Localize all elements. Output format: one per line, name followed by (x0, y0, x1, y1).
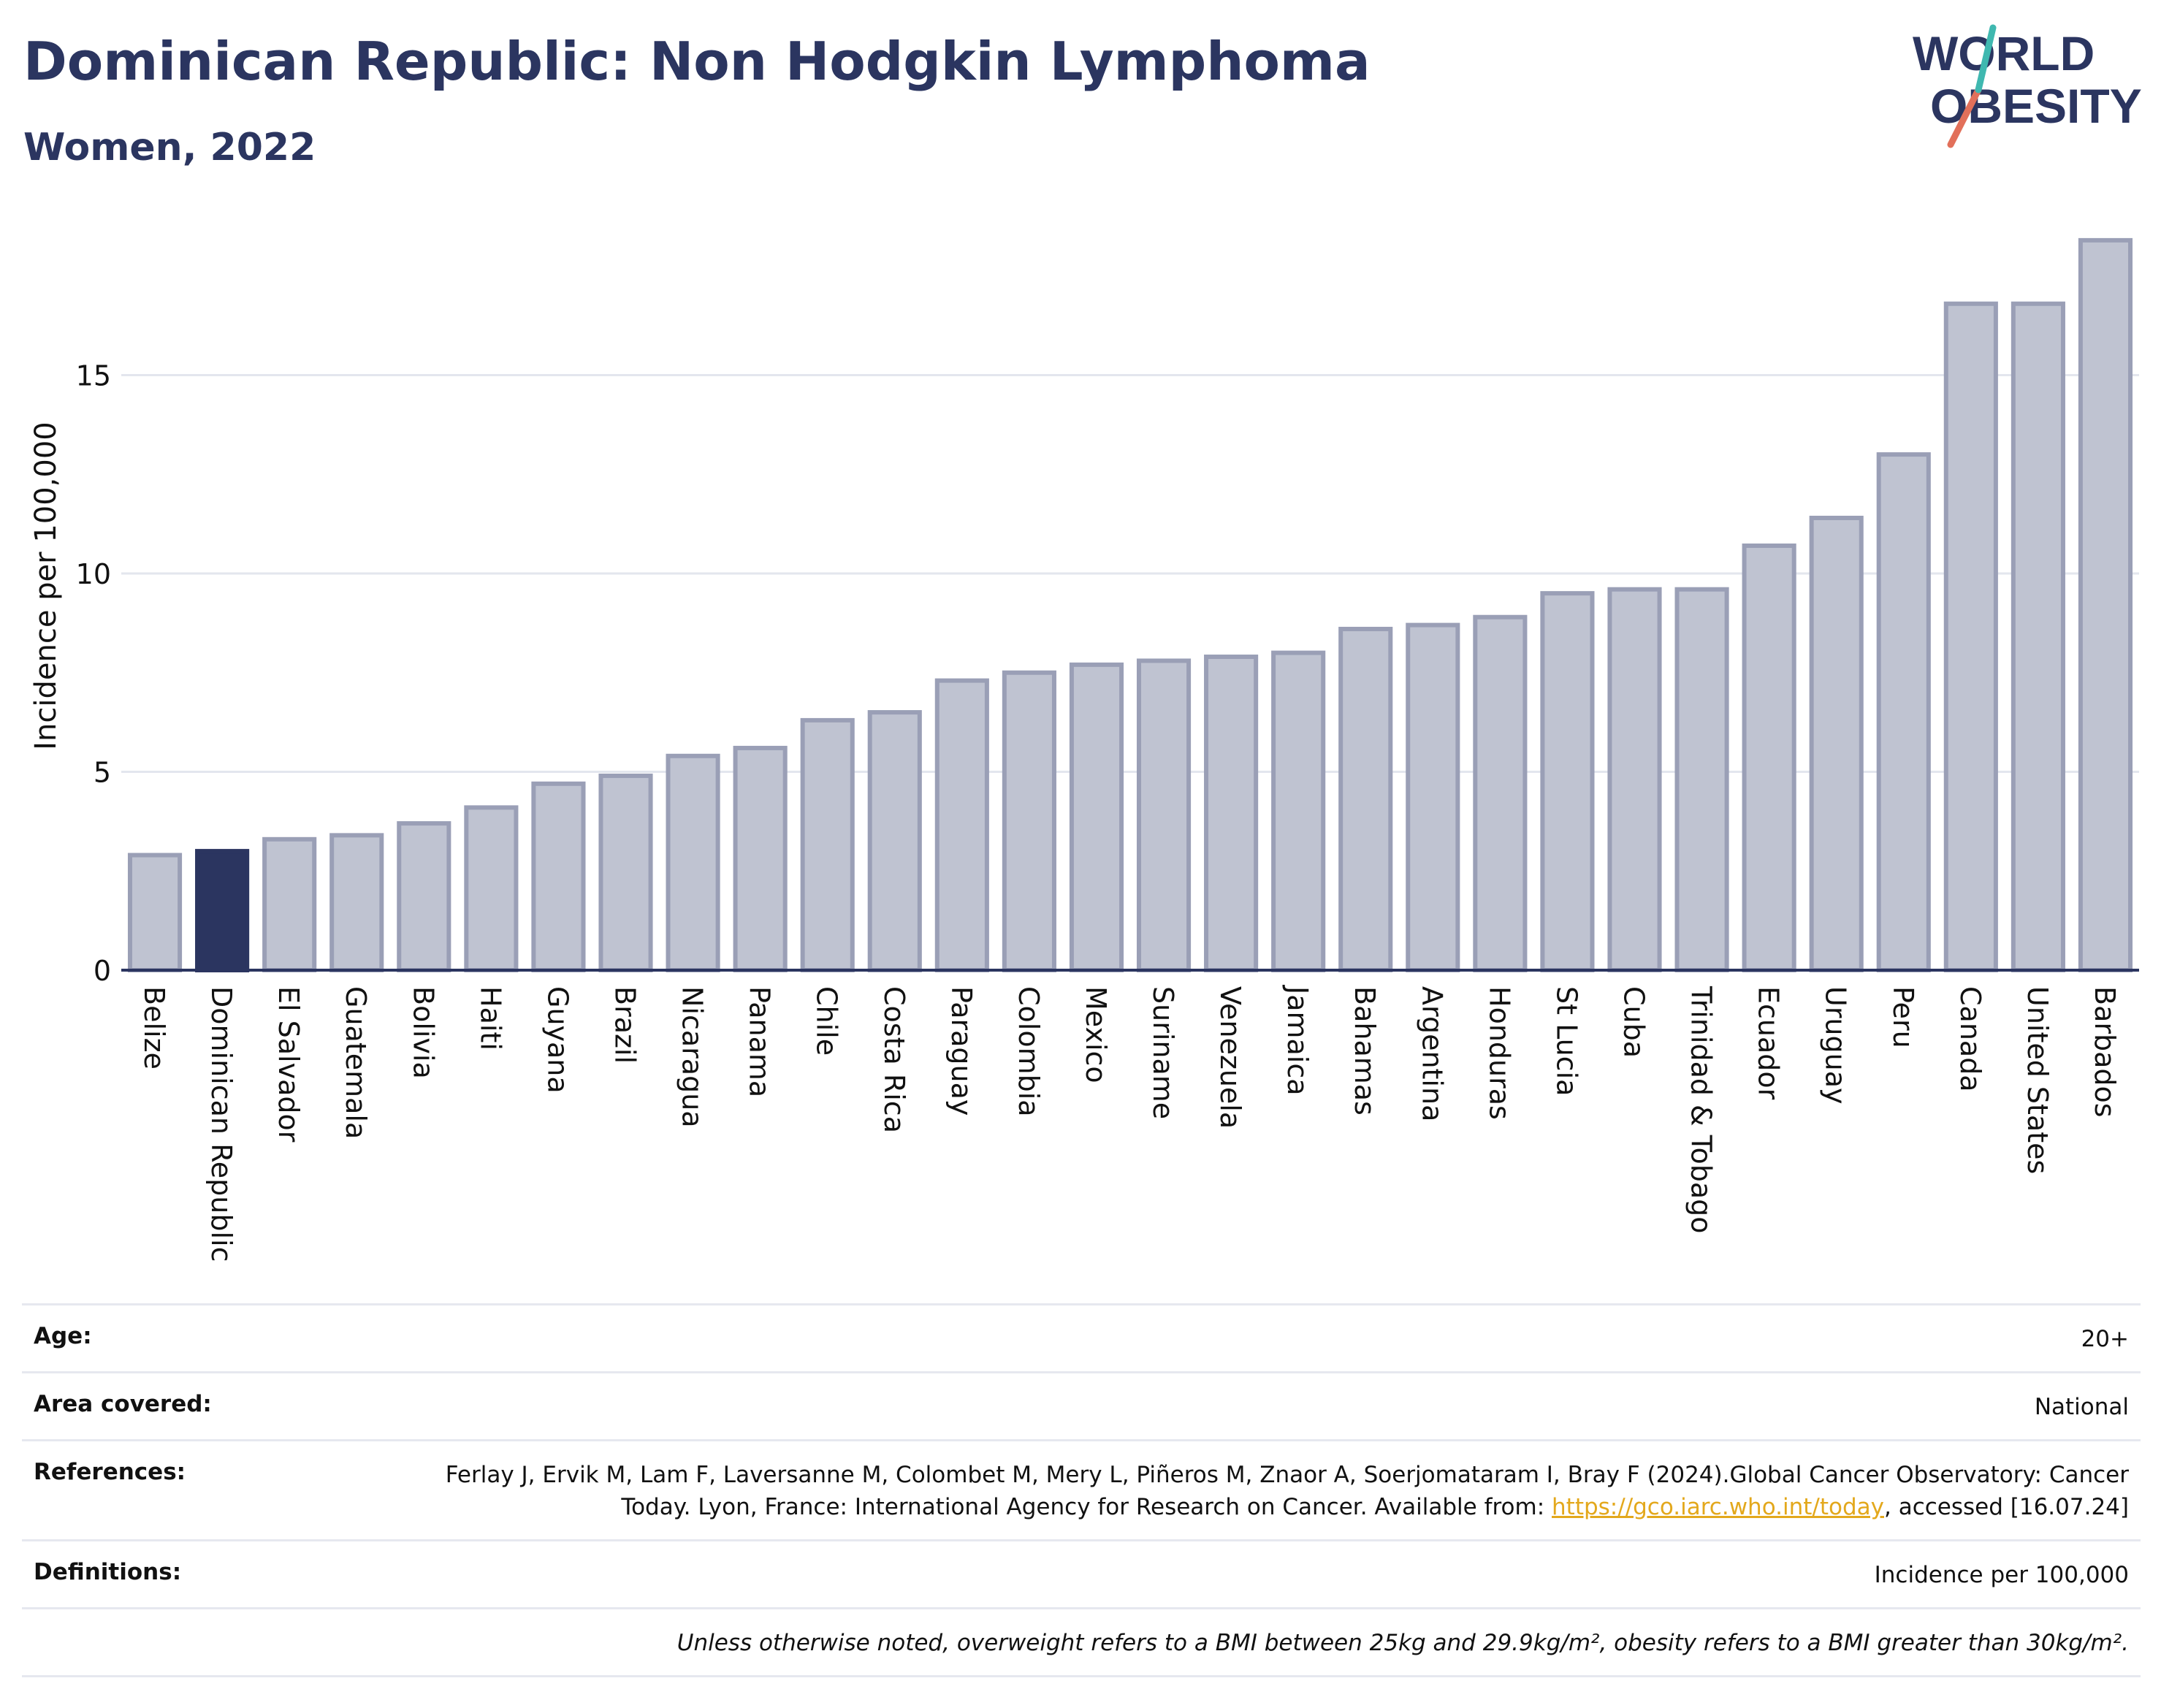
bar-colombia (1002, 670, 1056, 972)
x-tick-label: United States (2021, 986, 2054, 1174)
x-tick-label: Nicaragua (676, 986, 709, 1128)
x-tick-label: Bahamas (1349, 986, 1381, 1116)
bar-trinidad-tobago (1674, 587, 1729, 972)
x-tick-label: Venezuela (1214, 986, 1246, 1129)
x-tick-label: Honduras (1483, 986, 1515, 1120)
note-row: Unless otherwise noted, overweight refer… (22, 1607, 2141, 1677)
bar-costa-rica (867, 710, 922, 972)
y-tick-label: 0 (94, 955, 111, 987)
bar-argentina (1406, 622, 1460, 973)
bar-ecuador (1742, 543, 1796, 972)
bar-uruguay (1809, 515, 1864, 973)
x-tick-label: Guatemala (340, 986, 372, 1139)
x-tick-label: Paraguay (945, 986, 977, 1116)
x-tick-label: Costa Rica (878, 986, 910, 1133)
bar-st-lucia (1540, 591, 1595, 972)
x-tick-label: Bolivia (407, 986, 439, 1079)
bar-jamaica (1271, 650, 1326, 972)
age-row: Age: 20+ (22, 1303, 2141, 1371)
bar-dominican-republic (195, 849, 250, 972)
bar-bolivia (397, 821, 451, 973)
area-row: Area covered: National (22, 1371, 2141, 1439)
bar-cuba (1607, 587, 1662, 972)
chart-title: Dominican Republic: Non Hodgkin Lymphoma (23, 31, 1371, 92)
bar-united-states (2011, 301, 2065, 972)
x-tick-label: Chile (811, 986, 843, 1056)
x-tick-label: Guyana (541, 986, 573, 1094)
x-tick-label: Dominican Republic (205, 986, 237, 1262)
x-tick-label: Uruguay (1820, 986, 1852, 1105)
references-row: References: Ferlay J, Ervik M, Lam F, La… (22, 1439, 2141, 1539)
svg-text:OBESITY: OBESITY (1930, 79, 2142, 133)
bar-bahamas (1338, 627, 1393, 973)
references-label: References: (34, 1459, 186, 1485)
x-tick-label: Panama (744, 986, 776, 1097)
bar-venezuela (1204, 655, 1259, 973)
references-accessed: , accessed [16.07.24] (1883, 1494, 2129, 1520)
x-tick-label: Haiti (474, 986, 506, 1051)
bar-chile (800, 717, 855, 972)
references-value: Ferlay J, Ervik M, Lam F, Laversanne M, … (413, 1459, 2129, 1523)
chart-subtitle: Women, 2022 (23, 126, 316, 169)
x-tick-label: Colombia (1013, 986, 1045, 1117)
bar-barbados (2078, 237, 2133, 972)
x-tick-label: Brazil (609, 986, 641, 1064)
world-obesity-logo: WORLD OBESITY (1913, 24, 2142, 148)
bar-suriname (1136, 658, 1192, 973)
x-tick-label: Mexico (1080, 986, 1112, 1083)
bar-mexico (1069, 662, 1124, 972)
x-tick-label: Barbados (2089, 986, 2121, 1118)
x-tick-label: Cuba (1618, 986, 1650, 1058)
metadata-table: Age: 20+ Area covered: National Referenc… (22, 1303, 2141, 1677)
x-tick-label: Trinidad & Tobago (1685, 985, 1718, 1234)
y-tick-label: 10 (76, 558, 111, 590)
age-label: Age: (34, 1323, 92, 1349)
x-tick-label: Peru (1887, 986, 1919, 1048)
bar-guatemala (329, 833, 384, 972)
x-tick-label: Argentina (1416, 986, 1448, 1121)
gridlines (121, 374, 2139, 773)
svg-text:WORLD: WORLD (1913, 26, 2095, 80)
bar-haiti (464, 805, 519, 972)
bar-el-salvador (262, 836, 317, 972)
y-tick-label: 15 (76, 360, 111, 392)
bar-brazil (598, 773, 653, 972)
x-tick-label: St Lucia (1550, 986, 1582, 1096)
definition-note: Unless otherwise noted, overweight refer… (676, 1630, 2129, 1656)
bar-guyana (531, 781, 586, 972)
references-link[interactable]: https://gco.iarc.who.int/today (1552, 1494, 1884, 1520)
x-tick-label: Jamaica (1281, 985, 1314, 1096)
bars (127, 237, 2133, 973)
area-label: Area covered: (34, 1391, 212, 1417)
definitions-label: Definitions: (34, 1559, 182, 1585)
axes: 0 5 10 15 Belize Dominican Republic El Salvado… (76, 360, 2139, 1262)
bar-belize (127, 853, 183, 973)
bar-paraguay (934, 678, 989, 972)
area-value: National (2034, 1394, 2129, 1420)
y-axis-label: Incidence per 100,000 (29, 422, 63, 750)
bar-honduras (1473, 614, 1528, 972)
x-tick-label: Belize (138, 986, 170, 1070)
definitions-value: Incidence per 100,000 (1874, 1562, 2129, 1588)
definitions-row: Definitions: Incidence per 100,000 (22, 1539, 2141, 1607)
bar-chart: 0 5 10 15 Belize Dominican Republic El Salvado… (29, 237, 2139, 1262)
x-tick-label: Ecuador (1753, 986, 1785, 1100)
x-tick-label: El Salvador (272, 986, 305, 1143)
bar-panama (733, 745, 788, 972)
x-tick-label: Suriname (1147, 986, 1179, 1119)
bar-nicaragua (666, 753, 720, 973)
y-tick-label: 5 (94, 757, 111, 789)
age-value: 20+ (2081, 1326, 2129, 1352)
bar-canada (1943, 301, 1998, 972)
x-tick-label: Canada (1954, 986, 1986, 1092)
bar-peru (1876, 452, 1931, 973)
references-text: Ferlay J, Ervik M, Lam F, Laversanne M, … (445, 1462, 2129, 1520)
